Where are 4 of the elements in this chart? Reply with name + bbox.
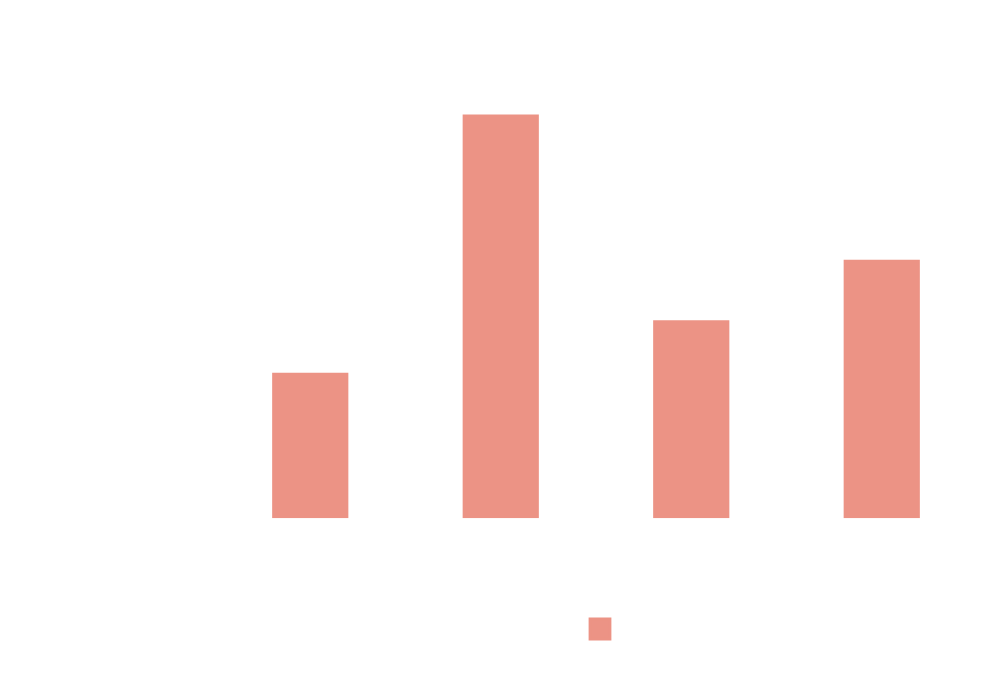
bar [462,114,539,519]
bar [653,320,730,519]
bar [272,372,349,519]
bar [843,259,920,519]
